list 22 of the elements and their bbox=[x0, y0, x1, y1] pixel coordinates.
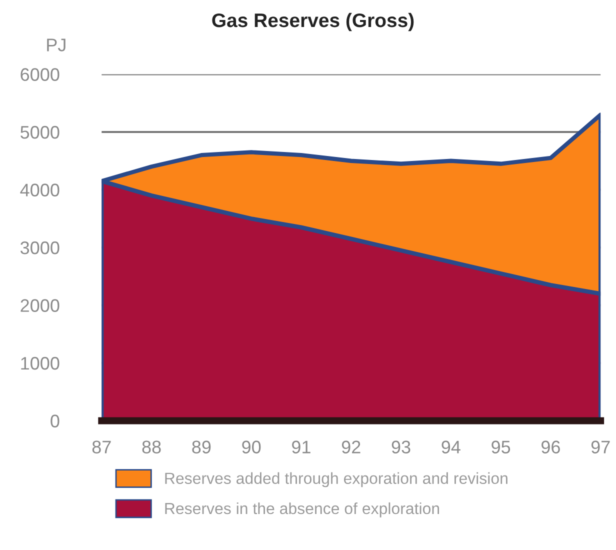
chart-title: Gas Reserves (Gross) bbox=[212, 12, 414, 32]
legend-label: Reserves added through exporation and revision bbox=[165, 472, 508, 488]
x-tick-label: 96 bbox=[542, 440, 560, 454]
x-tick-label: 93 bbox=[392, 440, 410, 454]
y-tick-label: 1000 bbox=[21, 356, 60, 370]
x-tick-label: 87 bbox=[92, 440, 111, 454]
x-tick-label: 90 bbox=[242, 440, 261, 454]
x-tick-label: 89 bbox=[192, 440, 211, 454]
x-tick-label: 91 bbox=[292, 440, 310, 454]
y-axis-title: PJ bbox=[47, 38, 66, 52]
y-tick-label: 5000 bbox=[20, 126, 60, 139]
x-tick-label: 94 bbox=[442, 440, 460, 454]
x-tick-label: 97 bbox=[591, 440, 610, 454]
y-tick-label: 0 bbox=[50, 414, 60, 428]
x-tick-label: 92 bbox=[342, 440, 360, 454]
legend-label: Reserves in the absence of exploration bbox=[165, 502, 440, 518]
x-tick-label: 95 bbox=[492, 440, 510, 454]
y-tick-label: 4000 bbox=[20, 184, 60, 196]
y-tick-label: 2000 bbox=[20, 299, 60, 312]
y-tick-label: 6000 bbox=[20, 68, 60, 81]
x-tick-label: 88 bbox=[142, 440, 161, 454]
y-tick-label: 3000 bbox=[20, 241, 60, 254]
